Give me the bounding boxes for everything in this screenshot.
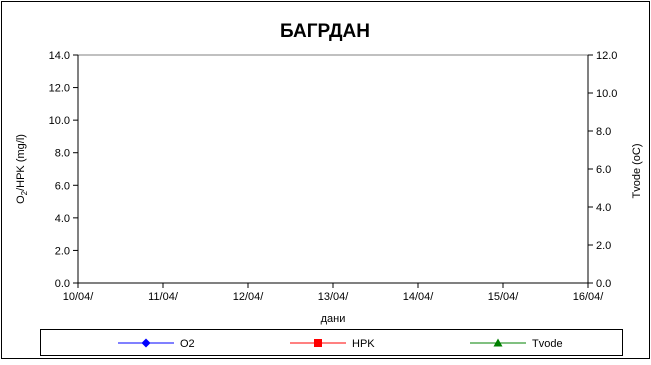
right-y-tick-label: 2.0 <box>596 240 611 252</box>
chart-title: БАГРДАН <box>280 21 370 42</box>
legend-label-o2: O2 <box>180 338 195 350</box>
left-y-tick-label: 0.0 <box>55 278 70 290</box>
x-tick-label: 11/04/ <box>148 291 179 303</box>
left-y-tick-label: 14.0 <box>49 50 70 62</box>
left-y-axis-label-main: O <box>15 195 27 204</box>
legend-label-tvode: Tvode <box>532 338 563 350</box>
left-y-tick-label: 8.0 <box>55 148 70 160</box>
left-y-axis-ticks: 0.0 2.0 4.0 6.0 8.0 10.0 12.0 14.0 <box>49 50 78 290</box>
left-y-axis-label-subscript: 2 <box>20 190 29 195</box>
right-y-tick-label: 12.0 <box>596 50 617 62</box>
legend-marker-o2 <box>141 338 151 348</box>
left-y-axis-label-rest: /HPK (mg/l) <box>15 134 27 191</box>
x-axis-label: дани <box>321 313 346 325</box>
legend-label-hpk: HPK <box>352 338 375 350</box>
x-tick-label: 16/04/ <box>573 291 605 303</box>
right-y-axis-label: Tvode (oC) <box>631 143 643 198</box>
legend-marker-hpk <box>314 339 322 347</box>
right-y-tick-label: 4.0 <box>596 202 611 214</box>
right-y-tick-label: 6.0 <box>596 164 611 176</box>
x-tick-label: 10/04/ <box>63 291 95 303</box>
left-y-tick-label: 2.0 <box>55 245 70 257</box>
chart-frame <box>1 1 650 359</box>
x-tick-label: 14/04/ <box>403 291 435 303</box>
right-y-tick-label: 10.0 <box>596 88 617 100</box>
legend-marker-tvode <box>493 338 503 347</box>
x-tick-label: 12/04/ <box>233 291 265 303</box>
x-axis-ticks: 10/04/11/04/12/04/13/04/14/04/15/04/16/0… <box>63 283 605 303</box>
right-y-tick-label: 0.0 <box>596 278 611 290</box>
right-y-tick-label: 8.0 <box>596 126 611 138</box>
left-y-tick-label: 10.0 <box>49 115 70 127</box>
left-y-tick-label: 4.0 <box>55 213 70 225</box>
left-y-axis-label: O2/HPK (mg/l) <box>15 134 29 204</box>
left-y-tick-label: 12.0 <box>49 83 70 95</box>
left-y-tick-label: 6.0 <box>55 180 70 192</box>
x-tick-label: 13/04/ <box>318 291 350 303</box>
legend: O2 HPK Tvode <box>118 338 563 350</box>
right-y-axis-ticks: 0.0 2.0 4.0 6.0 8.0 10.0 12.0 <box>588 50 617 290</box>
x-tick-label: 15/04/ <box>488 291 520 303</box>
